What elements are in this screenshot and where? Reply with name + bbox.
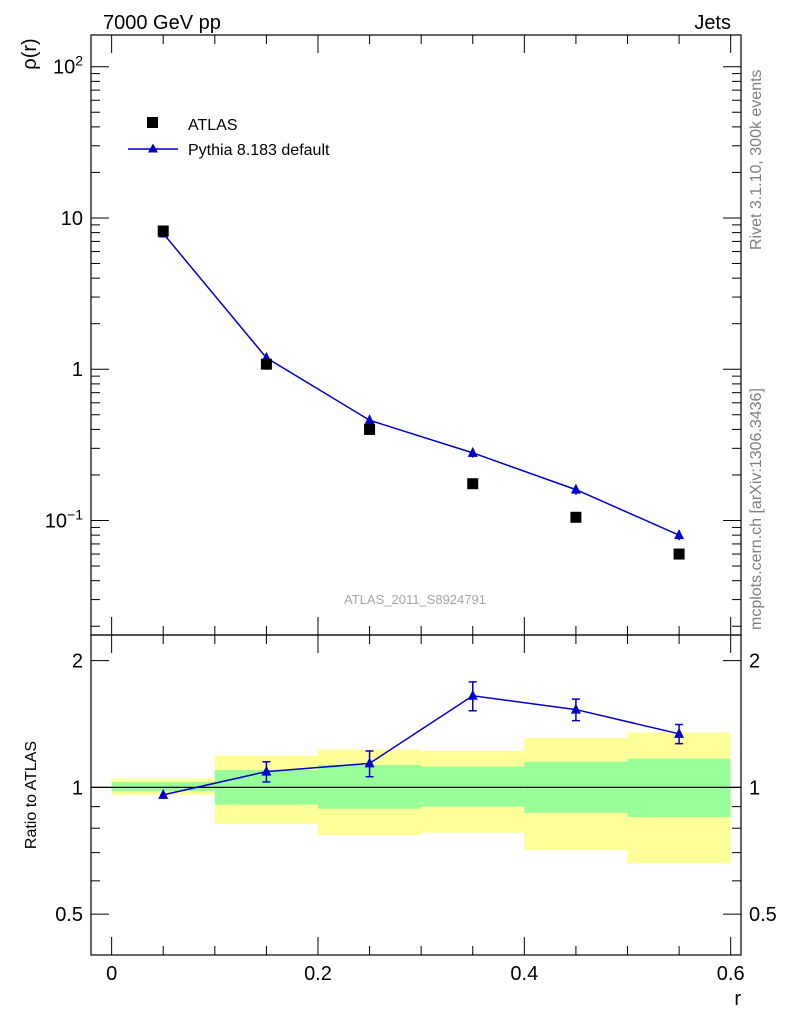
x-tick-label-0: 0: [106, 963, 117, 985]
band-inner-3: [421, 766, 525, 807]
ratio-point: [570, 703, 581, 714]
legend-marker-atlas: [147, 117, 158, 128]
y-tick-label-1: 1: [72, 359, 83, 381]
y-axis-label: ρ(r): [19, 38, 41, 69]
y-tick-label-100: 102: [53, 53, 83, 79]
side-label-rivet: Rivet 3.1.10, 300k events: [748, 69, 765, 250]
ratio-panel: 2 1 0.5 2 1 0.5 Ratio to ATLAS 0 0.2 0.4…: [23, 634, 777, 1010]
ratio-point: [674, 727, 685, 738]
y-tick-label-0-1: 10−1: [45, 506, 83, 532]
atlas-point: [260, 358, 272, 370]
x-tick-label-0-4: 0.4: [510, 963, 538, 985]
atlas-point: [570, 511, 582, 523]
legend-label-pythia: Pythia 8.183 default: [188, 142, 330, 159]
ratio-point: [158, 788, 169, 799]
ratio-y-label-2-right: 2: [749, 651, 760, 673]
pythia-line: [162, 232, 680, 536]
main-y-ticks: [91, 35, 741, 635]
x-tick-labels: 0 0.2 0.4 0.6: [106, 963, 745, 985]
x-tick-label-0-6: 0.6: [717, 963, 745, 985]
ratio-panel-frame: [90, 634, 742, 956]
x-axis-label: r: [734, 988, 741, 1010]
ratio-point: [261, 765, 272, 776]
ratio-point: [467, 689, 478, 700]
header-left: 7000 GeV pp: [103, 12, 221, 34]
header-right: Jets: [694, 12, 731, 34]
atlas-point: [364, 423, 376, 435]
ratio-ticks: [91, 635, 741, 955]
ratio-line: [163, 694, 680, 796]
atlas-point: [157, 225, 169, 237]
ratio-y-label-1-right: 1: [749, 777, 760, 799]
y-tick-label-10: 10: [61, 208, 83, 230]
ratio-y-axis-label: Ratio to ATLAS: [23, 741, 40, 849]
analysis-watermark: ATLAS_2011_S8924791: [344, 592, 486, 607]
side-label-mcplots: mcplots.cern.ch [arXiv:1306.3436]: [748, 388, 765, 630]
uncertainty-bands: [111, 732, 731, 864]
ratio-series: [158, 681, 685, 799]
legend: ATLAS Pythia 8.183 default: [128, 117, 330, 159]
pythia-point: [570, 483, 581, 494]
ratio-y-label-2-left: 2: [72, 651, 83, 673]
legend-label-atlas: ATLAS: [188, 117, 238, 134]
ratio-y-label-0-5-left: 0.5: [55, 904, 83, 926]
main-panel: 102 10 1 10−1 ρ(r) ATLAS_2011_S8924791 A…: [19, 34, 742, 636]
atlas-point: [673, 548, 685, 560]
main-series: [157, 225, 685, 560]
ratio-y-label-1-left: 1: [72, 777, 83, 799]
main-y-tick-labels: 102 10 1 10−1: [45, 53, 83, 533]
band-inner-0: [111, 781, 215, 792]
pythia-point: [364, 414, 375, 425]
atlas-point: [467, 478, 479, 490]
x-tick-label-0-2: 0.2: [304, 963, 332, 985]
legend-marker-pythia: [148, 143, 158, 153]
pythia-point: [674, 529, 685, 540]
ratio-y-label-0-5-right: 0.5: [749, 904, 777, 926]
ratio-y-tick-labels: 2 1 0.5 2 1 0.5: [55, 651, 777, 927]
pythia-point: [467, 446, 478, 457]
ratio-point: [364, 757, 375, 768]
